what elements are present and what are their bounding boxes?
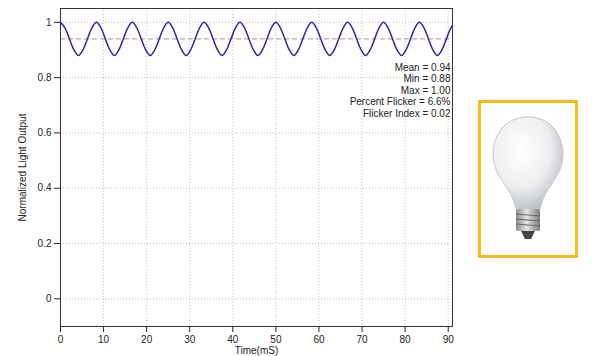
svg-text:50: 50 bbox=[270, 334, 282, 345]
svg-text:0.4: 0.4 bbox=[38, 182, 52, 193]
svg-text:70: 70 bbox=[356, 334, 368, 345]
svg-text:10: 10 bbox=[98, 334, 110, 345]
svg-text:60: 60 bbox=[313, 334, 325, 345]
svg-text:0.6: 0.6 bbox=[38, 127, 52, 138]
svg-text:Time(mS): Time(mS) bbox=[235, 345, 279, 356]
svg-text:0: 0 bbox=[58, 334, 64, 345]
svg-text:90: 90 bbox=[443, 334, 455, 345]
svg-text:0: 0 bbox=[46, 293, 52, 304]
svg-text:Normalized Light Output: Normalized Light Output bbox=[17, 113, 28, 221]
svg-text:0.8: 0.8 bbox=[38, 72, 52, 83]
svg-text:40: 40 bbox=[227, 334, 239, 345]
svg-text:Mean = 0.94Min = 0.88Max = 1.0: Mean = 0.94Min = 0.88Max = 1.00Percent F… bbox=[350, 62, 451, 119]
svg-text:1: 1 bbox=[46, 17, 52, 28]
svg-text:80: 80 bbox=[400, 334, 412, 345]
svg-text:20: 20 bbox=[141, 334, 153, 345]
svg-text:0.2: 0.2 bbox=[38, 238, 52, 249]
svg-text:30: 30 bbox=[184, 334, 196, 345]
